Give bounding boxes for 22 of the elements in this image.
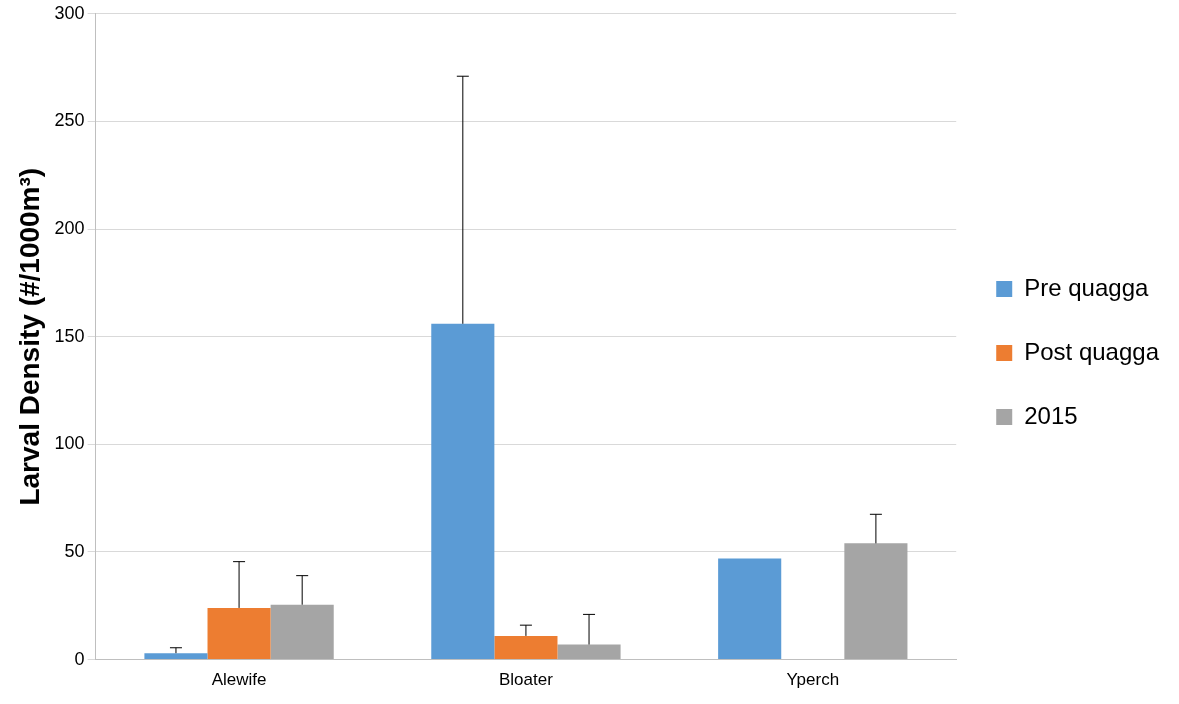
x-tick-label: Yperch (786, 670, 840, 690)
y-tick-label: 300 (54, 2, 85, 23)
legend-label: 2015 (1024, 401, 1078, 429)
legend-label: Post quagga (1024, 337, 1160, 365)
bar (431, 323, 495, 660)
bar (144, 653, 208, 660)
bar (718, 558, 782, 660)
x-tick-label: Alewife (211, 670, 267, 690)
y-tick-label: 100 (54, 433, 85, 454)
y-tick-label: 0 (74, 648, 85, 669)
legend-label: Pre quagga (1024, 273, 1149, 301)
x-tick-label: Bloater (498, 670, 554, 690)
y-tick-label: 200 (54, 218, 85, 239)
y-axis-title: Larval Density (#/1000m³) (13, 167, 45, 506)
y-tick-label: 50 (64, 540, 85, 561)
bar (844, 543, 908, 660)
y-tick-label: 150 (54, 325, 85, 346)
bar (270, 604, 334, 660)
y-tick-label: 250 (54, 110, 85, 131)
bar (557, 644, 621, 660)
bar (494, 635, 558, 660)
bar (207, 607, 271, 660)
